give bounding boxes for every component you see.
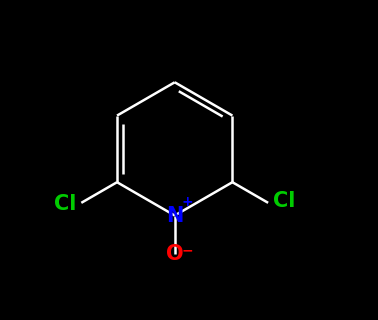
Text: −: − — [182, 244, 193, 257]
Text: Cl: Cl — [54, 195, 77, 214]
Text: N: N — [166, 205, 183, 226]
Text: Cl: Cl — [273, 191, 295, 211]
Text: O: O — [166, 244, 184, 264]
Text: +: + — [182, 195, 193, 209]
